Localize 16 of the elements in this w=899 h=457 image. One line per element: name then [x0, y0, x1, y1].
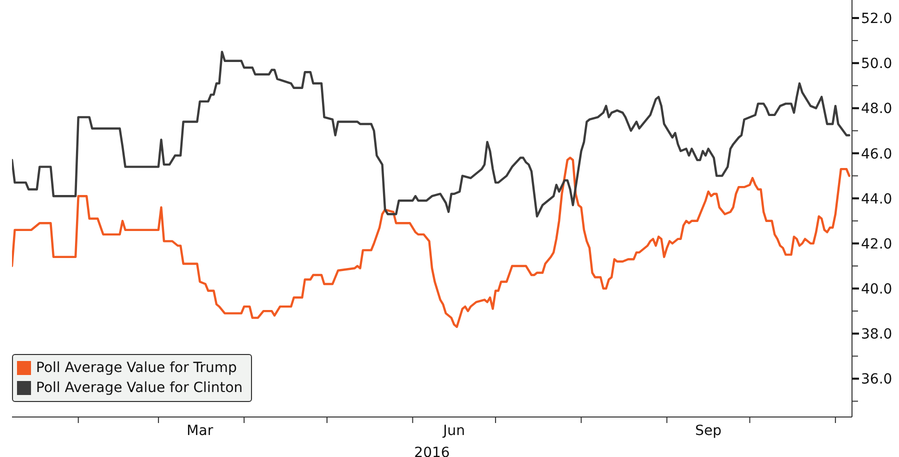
y-tick-label: 38.0 [861, 326, 892, 343]
x-tick-label: Jun [442, 423, 466, 439]
y-tick-label: 44.0 [861, 191, 892, 208]
legend-label: Poll Average Value for Clinton [36, 380, 243, 396]
y-tick-label: 52.0 [861, 11, 892, 28]
x-axis-title: 2016 [414, 445, 450, 457]
x-tick-label: Mar [186, 423, 214, 439]
y-tick-label: 48.0 [861, 101, 892, 118]
line-series [12, 156, 850, 328]
x-tick-label: Sep [695, 423, 722, 439]
y-tick-label: 40.0 [861, 282, 892, 298]
y-tick-label: 36.0 [861, 372, 892, 388]
y-tick-label: 50.0 [861, 56, 892, 72]
legend-label: Poll Average Value for Trump [36, 360, 237, 376]
y-tick-label: 42.0 [861, 236, 892, 252]
y-tick-label: 46.0 [861, 146, 892, 162]
